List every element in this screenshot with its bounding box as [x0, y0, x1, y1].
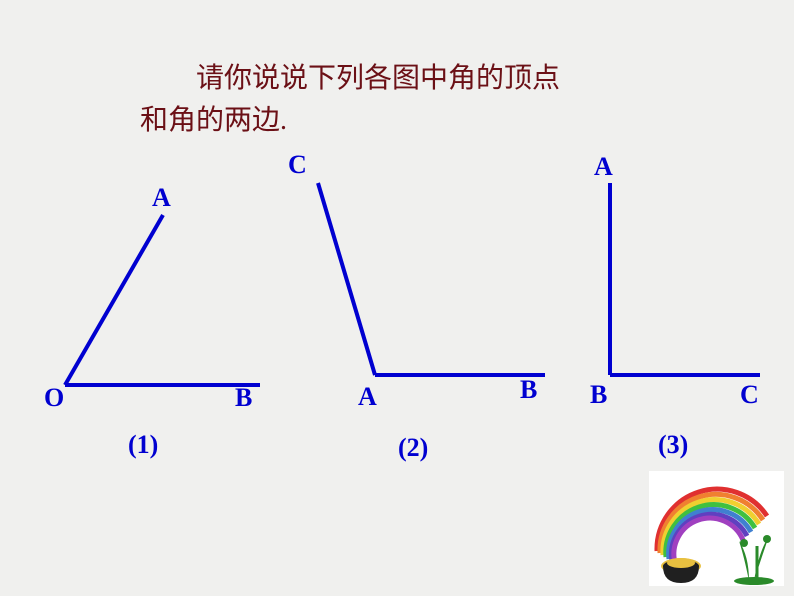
question-line-2: 和角的两边. [140, 100, 287, 142]
question-line-1: 请你说说下列各图中角的顶点 [140, 58, 560, 100]
fig3-label-b: B [590, 380, 607, 410]
figure-1 [50, 200, 280, 400]
rainbow-svg [649, 471, 784, 586]
fig2-label-b: B [520, 375, 537, 405]
fig2-caption: (2) [398, 433, 428, 463]
fig2-ray-ac [318, 183, 375, 375]
figure-2 [300, 175, 560, 390]
fig1-label-o: O [44, 383, 64, 413]
fig1-label-a: A [152, 183, 171, 213]
fig3-label-a: A [594, 152, 613, 182]
fig1-ray-oa [65, 215, 163, 385]
fig1-caption: (1) [128, 430, 158, 460]
fig3-caption: (3) [658, 430, 688, 460]
fig2-label-c: C [288, 150, 307, 180]
fig1-label-b: B [235, 383, 252, 413]
fig2-label-a: A [358, 382, 377, 412]
figure-3 [590, 175, 790, 390]
rainbow-decoration [649, 471, 784, 586]
fig3-label-c: C [740, 380, 759, 410]
